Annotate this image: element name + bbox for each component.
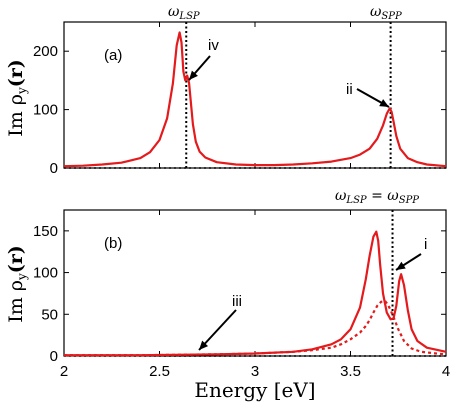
top-label-equal: ωLSP = ωSPP: [335, 188, 419, 206]
xtick-label-3: 3.5: [340, 363, 361, 380]
arrow-i-head: [396, 261, 406, 270]
panel-a-tag: (a): [104, 47, 122, 64]
xtick-label-2: 3: [251, 363, 259, 380]
chart-marks: 0 100 200 2 2.5 3 3.5 4 0 50 100 150: [33, 22, 450, 380]
ylabel-b: Im ρy(r): [5, 245, 29, 323]
ytick-label-b-0: 0: [50, 348, 58, 365]
ytick-label-b-1: 50: [41, 306, 58, 323]
arrow-ii-head: [379, 99, 389, 107]
top-label-spp: ωSPP: [370, 4, 402, 22]
xtick-label-0: 2: [60, 363, 68, 380]
annotation-ii: ii: [346, 81, 353, 98]
panel-a-frame: [63, 21, 447, 169]
panel-b-frame: [63, 209, 447, 357]
arrow-iii-head: [199, 340, 209, 350]
annotation-iv: iv: [208, 37, 219, 54]
panel-a: [63, 21, 447, 169]
ytick-label-a-2: 200: [33, 43, 58, 60]
ylabel-a: Im ρy(r): [5, 59, 29, 137]
panel-b: [63, 209, 447, 357]
xtick-label-4: 4: [442, 363, 450, 380]
ytick-label-b-2: 100: [33, 265, 58, 282]
arrow-iv-head: [189, 70, 198, 80]
ytick-label-b-3: 150: [33, 223, 58, 240]
ytick-label-a-1: 100: [33, 102, 58, 119]
annotation-i: i: [424, 236, 427, 253]
annotation-iii: iii: [232, 293, 242, 310]
panel-b-tag: (b): [104, 235, 122, 252]
top-label-lsp: ωLSP: [168, 4, 200, 22]
series-line-b-1: [64, 299, 447, 357]
ytick-label-a-0: 0: [50, 160, 58, 177]
arrow-iii: [198, 309, 237, 351]
xlabel: Energy [eV]: [194, 378, 315, 402]
series-line-a-0: [63, 31, 447, 168]
xtick-label-1: 2.5: [149, 363, 170, 380]
